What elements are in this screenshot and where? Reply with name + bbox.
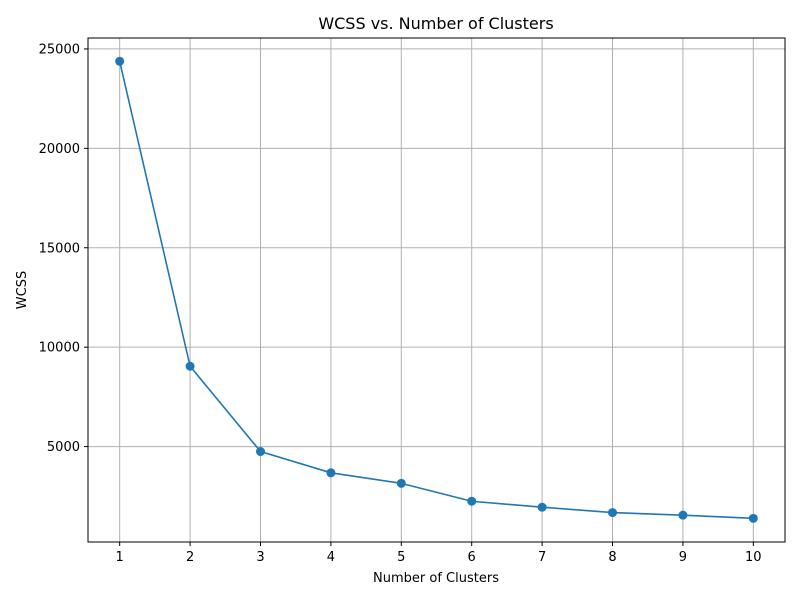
y-tick-label: 15000 <box>39 241 80 256</box>
x-tick-label: 7 <box>538 550 546 565</box>
plot-frame <box>87 37 786 543</box>
chart-title: WCSS vs. Number of Clusters <box>318 14 553 33</box>
data-point <box>678 510 688 520</box>
grid <box>88 38 785 542</box>
data-point <box>748 513 758 523</box>
series-line-path <box>118 61 754 520</box>
series-points <box>115 56 758 523</box>
y-tick-label: 20000 <box>39 142 80 157</box>
x-tick-label: 8 <box>608 550 616 565</box>
y-axis-label: WCSS <box>15 271 30 309</box>
x-tick-label: 5 <box>397 550 405 565</box>
y-tick-label: 10000 <box>39 341 80 356</box>
y-tick-label: 25000 <box>39 42 80 57</box>
x-axis-label: Number of Clusters <box>373 571 499 586</box>
data-point <box>115 56 125 66</box>
x-tick-label: 6 <box>468 550 476 565</box>
series-line <box>118 61 754 520</box>
data-point <box>326 468 336 478</box>
x-tick-label: 2 <box>186 550 194 565</box>
data-point <box>537 502 547 512</box>
y-axis-ticks: 5000 10000 15000 20000 25000 <box>39 42 88 455</box>
x-axis-ticks: 1 2 3 4 5 6 7 8 9 10 <box>116 542 762 565</box>
data-point <box>255 447 265 457</box>
data-point <box>467 496 477 506</box>
x-tick-label: 10 <box>745 550 762 565</box>
data-point <box>608 508 618 518</box>
data-point <box>396 478 406 488</box>
x-tick-label: 1 <box>116 550 124 565</box>
data-point <box>185 361 195 371</box>
y-tick-label: 5000 <box>47 440 80 455</box>
x-tick-label: 4 <box>327 550 335 565</box>
x-tick-label: 9 <box>679 550 687 565</box>
x-tick-label: 3 <box>256 550 264 565</box>
